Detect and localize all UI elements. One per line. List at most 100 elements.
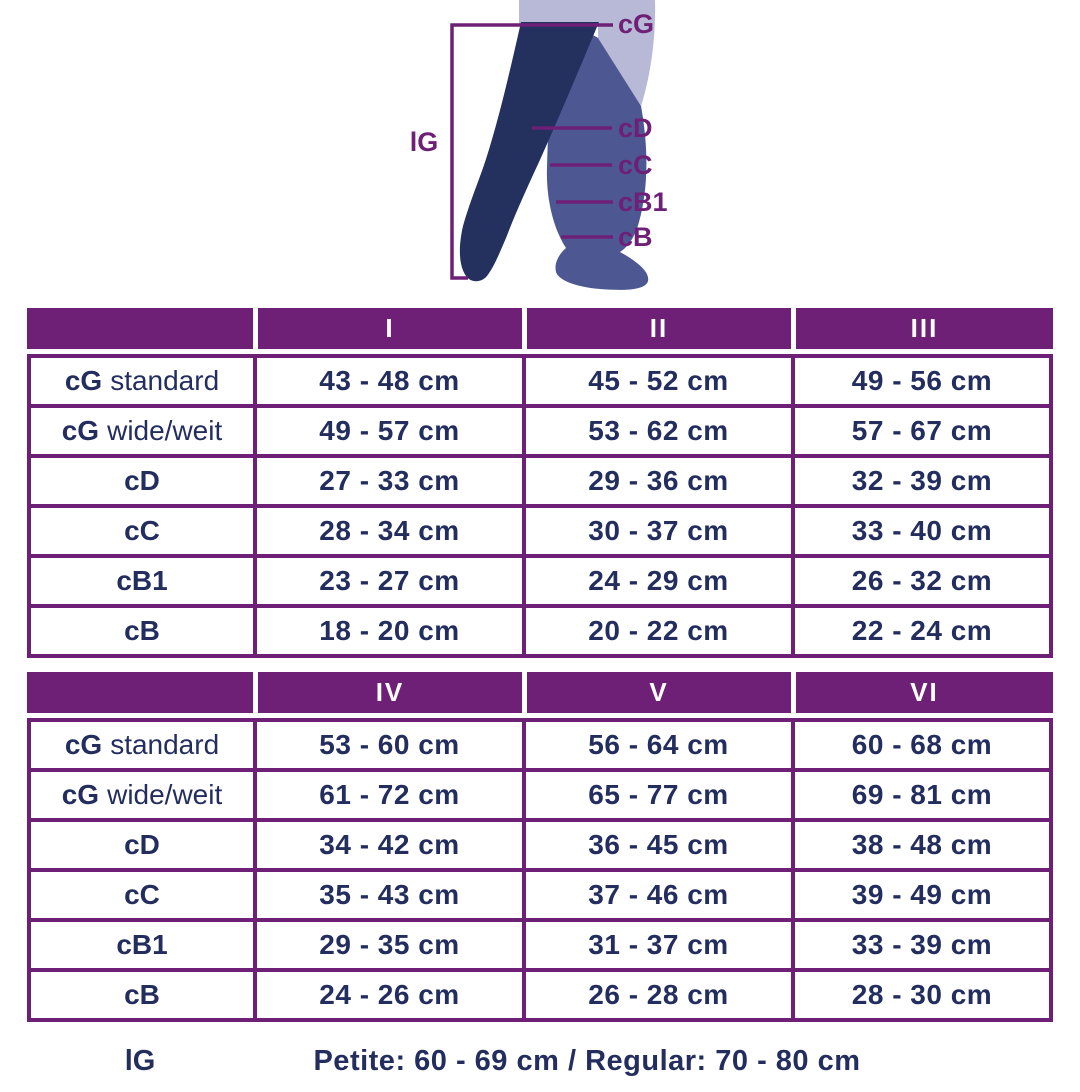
row-label-code: cD — [124, 465, 160, 496]
size-value-cell: 61 - 72 cm — [253, 772, 522, 818]
row-label: cD — [31, 822, 253, 868]
table-row: cB1 23 - 27 cm 24 - 29 cm 26 - 32 cm — [31, 554, 1049, 604]
row-label: cB1 — [31, 558, 253, 604]
row-label-variant: standard — [110, 729, 220, 760]
leg-measurement-diagram: cG cD cC cB1 cB lG — [0, 0, 1080, 302]
table-row: cD 27 - 33 cm 29 - 36 cm 32 - 39 cm — [31, 454, 1049, 504]
table-row: cC 28 - 34 cm 30 - 37 cm 33 - 40 cm — [31, 504, 1049, 554]
header-size-6: VI — [791, 672, 1053, 713]
size-value-cell: 28 - 30 cm — [791, 972, 1049, 1018]
marker-label-cd: cD — [618, 113, 653, 143]
size-value-cell: 57 - 67 cm — [791, 408, 1049, 454]
thigh-skin-shape — [519, 0, 656, 106]
row-label-code: cB1 — [116, 565, 168, 596]
size-value-cell: 31 - 37 cm — [522, 922, 791, 968]
size-value-cell: 49 - 56 cm — [791, 358, 1049, 404]
table-row: cB 18 - 20 cm 20 - 22 cm 22 - 24 cm — [31, 604, 1049, 654]
size-value-cell: 33 - 40 cm — [791, 508, 1049, 554]
row-label-variant: standard — [110, 365, 220, 396]
marker-label-cg: cG — [618, 9, 654, 39]
header-size-4: IV — [253, 672, 522, 713]
size-value-cell: 22 - 24 cm — [791, 608, 1049, 654]
row-label: cG wide/weit — [31, 408, 253, 454]
size-value-cell: 33 - 39 cm — [791, 922, 1049, 968]
row-label-code: cG — [61, 415, 100, 446]
row-label-code: cG — [64, 365, 103, 396]
table-row: cB1 29 - 35 cm 31 - 37 cm 33 - 39 cm — [31, 918, 1049, 968]
size-value-cell: 30 - 37 cm — [522, 508, 791, 554]
size-value-cell: 26 - 28 cm — [522, 972, 791, 1018]
row-label-code: cC — [124, 879, 160, 910]
row-label-code: cB — [124, 979, 160, 1010]
size-value-cell: 36 - 45 cm — [522, 822, 791, 868]
row-label: cG standard — [31, 358, 253, 404]
table-row: cG wide/weit 61 - 72 cm 65 - 77 cm 69 - 8… — [31, 768, 1049, 818]
size-value-cell: 27 - 33 cm — [253, 458, 522, 504]
size-value-cell: 18 - 20 cm — [253, 608, 522, 654]
size-table-1-header: I II III — [27, 308, 1053, 349]
table-row: cB 24 - 26 cm 26 - 28 cm 28 - 30 cm — [31, 968, 1049, 1018]
row-label-code: cG — [61, 779, 100, 810]
row-label: cC — [31, 872, 253, 918]
row-label: cC — [31, 508, 253, 554]
size-value-cell: 20 - 22 cm — [522, 608, 791, 654]
row-label: cG standard — [31, 722, 253, 768]
size-value-cell: 35 - 43 cm — [253, 872, 522, 918]
row-label: cG wide/weit — [31, 772, 253, 818]
size-value-cell: 29 - 35 cm — [253, 922, 522, 968]
size-value-cell: 56 - 64 cm — [522, 722, 791, 768]
size-value-cell: 38 - 48 cm — [791, 822, 1049, 868]
row-label-code: cG — [64, 729, 103, 760]
header-size-5: V — [522, 672, 791, 713]
header-size-3: III — [791, 308, 1053, 349]
table-row: cC 35 - 43 cm 37 - 46 cm 39 - 49 cm — [31, 868, 1049, 918]
row-label-variant: wide/weit — [107, 779, 223, 810]
size-value-cell: 37 - 46 cm — [522, 872, 791, 918]
size-table-1: I II III cG standard 43 - 48 cm 45 - 52 c… — [27, 308, 1053, 658]
size-table-2: IV V VI cG standard 53 - 60 cm 56 - 64 cm… — [27, 672, 1053, 1022]
header-empty-cell — [27, 672, 253, 713]
marker-label-cb1: cB1 — [618, 187, 668, 217]
size-value-cell: 24 - 29 cm — [522, 558, 791, 604]
marker-label-cc: cC — [618, 150, 653, 180]
footer-length-ranges: Petite: 60 - 69 cm / Regular: 70 - 80 cm — [313, 1044, 861, 1077]
size-value-cell: 23 - 27 cm — [253, 558, 522, 604]
table-row: cG standard 43 - 48 cm 45 - 52 cm 49 - 56… — [31, 358, 1049, 404]
size-value-cell: 69 - 81 cm — [791, 772, 1049, 818]
front-leg-shape — [459, 22, 599, 282]
row-label: cB — [31, 608, 253, 654]
table-row: cG wide/weit 49 - 57 cm 53 - 62 cm 57 - 6… — [31, 404, 1049, 454]
table-row: cD 34 - 42 cm 36 - 45 cm 38 - 48 cm — [31, 818, 1049, 868]
size-value-cell: 29 - 36 cm — [522, 458, 791, 504]
leg-diagram-svg: cG cD cC cB1 cB lG — [410, 0, 668, 290]
size-value-cell: 32 - 39 cm — [791, 458, 1049, 504]
back-leg-shape — [546, 34, 649, 290]
size-value-cell: 43 - 48 cm — [253, 358, 522, 404]
row-label-code: cB — [124, 615, 160, 646]
row-label: cB1 — [31, 922, 253, 968]
size-value-cell: 53 - 60 cm — [253, 722, 522, 768]
length-label-lg: lG — [410, 127, 439, 157]
size-value-cell: 26 - 32 cm — [791, 558, 1049, 604]
row-label-code: cC — [124, 515, 160, 546]
marker-label-cb: cB — [618, 222, 653, 252]
table-row: cG standard 53 - 60 cm 56 - 64 cm 60 - 68… — [31, 722, 1049, 768]
size-value-cell: 39 - 49 cm — [791, 872, 1049, 918]
size-value-cell: 45 - 52 cm — [522, 358, 791, 404]
length-footer-row: lG Petite: 60 - 69 cm / Regular: 70 - 80… — [27, 1030, 1053, 1092]
size-value-cell: 34 - 42 cm — [253, 822, 522, 868]
row-label-code: cD — [124, 829, 160, 860]
footer-length-label: lG — [124, 1044, 156, 1077]
size-table-1-body: cG standard 43 - 48 cm 45 - 52 cm 49 - 56… — [27, 354, 1053, 658]
size-value-cell: 65 - 77 cm — [522, 772, 791, 818]
size-value-cell: 49 - 57 cm — [253, 408, 522, 454]
header-empty-cell — [27, 308, 253, 349]
header-size-1: I — [253, 308, 522, 349]
size-value-cell: 53 - 62 cm — [522, 408, 791, 454]
row-label-variant: wide/weit — [107, 415, 223, 446]
header-size-2: II — [522, 308, 791, 349]
size-value-cell: 60 - 68 cm — [791, 722, 1049, 768]
size-table-2-header: IV V VI — [27, 672, 1053, 713]
size-table-2-body: cG standard 53 - 60 cm 56 - 64 cm 60 - 68… — [27, 718, 1053, 1022]
